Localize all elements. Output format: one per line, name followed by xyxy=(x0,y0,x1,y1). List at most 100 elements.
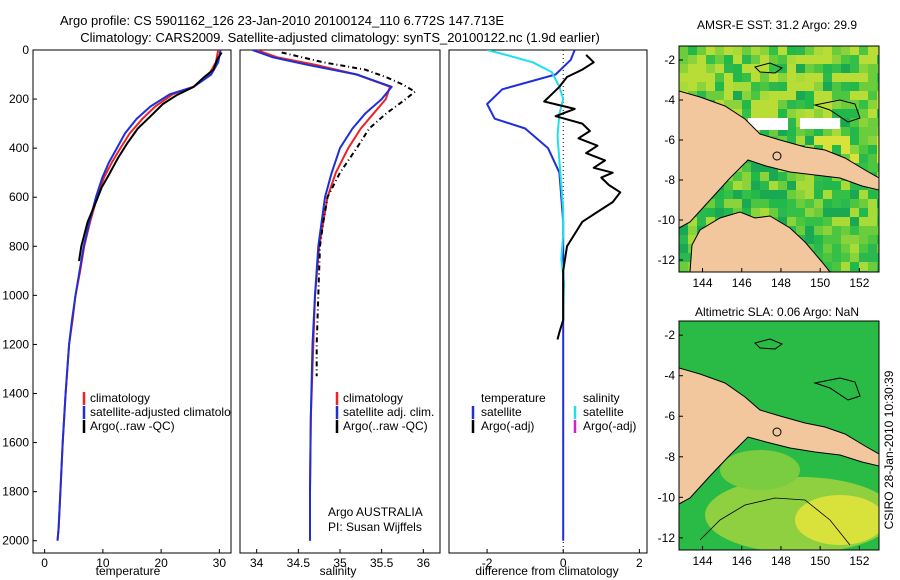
sst-cell xyxy=(715,208,724,217)
sst-cell xyxy=(841,136,850,145)
sst-cell xyxy=(877,244,879,253)
sst-cell xyxy=(841,226,850,235)
sst-cell xyxy=(814,136,823,145)
sst-cell xyxy=(751,199,760,208)
legend-climatology: climatology xyxy=(90,391,150,405)
sst-cell xyxy=(859,73,868,82)
lat-tick-label: -4 xyxy=(664,93,675,107)
sst-cell xyxy=(859,109,868,118)
sst-cell xyxy=(805,46,814,55)
sst-cell xyxy=(778,82,787,91)
sst-cell xyxy=(742,91,751,100)
sst-cell xyxy=(832,127,841,136)
sst-cell xyxy=(868,163,877,172)
lat-tick-label: -8 xyxy=(664,173,675,187)
y-tick-label: 800 xyxy=(9,239,29,253)
sst-cell xyxy=(724,190,733,199)
sst-cell xyxy=(832,100,841,109)
sst-cell xyxy=(850,235,859,244)
sst-cell xyxy=(850,199,859,208)
series-line-argo-raw-qc- xyxy=(78,51,223,262)
sst-cell xyxy=(850,46,859,55)
sst-cell xyxy=(715,55,724,64)
sst-cell xyxy=(742,181,751,190)
sst-cell xyxy=(724,208,733,217)
sst-cell xyxy=(823,91,832,100)
sst-cell xyxy=(859,208,868,217)
sst-cell xyxy=(679,253,688,262)
sst-cell xyxy=(751,100,760,109)
sst-cell xyxy=(805,172,814,181)
sst-cell xyxy=(832,181,841,190)
sst-cell xyxy=(823,46,832,55)
sst-cell xyxy=(868,226,877,235)
sst-cell xyxy=(769,73,778,82)
lon-tick-label: 146 xyxy=(732,554,752,568)
sst-cell xyxy=(859,199,868,208)
sst-cell xyxy=(877,253,879,262)
sst-cell xyxy=(841,109,850,118)
sst-cell xyxy=(814,64,823,73)
sst-cell xyxy=(859,127,868,136)
sst-cell xyxy=(859,217,868,226)
sst-cell xyxy=(751,55,760,64)
sst-cell xyxy=(868,154,877,163)
lon-tick-label: 150 xyxy=(810,554,830,568)
sst-cell xyxy=(877,100,879,109)
sst-cell xyxy=(868,145,877,154)
sst-cell xyxy=(841,262,850,271)
sst-cell xyxy=(850,82,859,91)
sst-cell xyxy=(814,109,823,118)
sst-cell xyxy=(841,100,850,109)
sst-cell xyxy=(823,244,832,253)
difference-series xyxy=(486,50,622,541)
sst-cell xyxy=(787,181,796,190)
sst-cell xyxy=(688,82,697,91)
sst-cell xyxy=(796,64,805,73)
legend-sal-satellite: satellite xyxy=(583,405,624,419)
sst-cell xyxy=(877,199,879,208)
sst-cell xyxy=(706,199,715,208)
sst-cell xyxy=(859,253,868,262)
sst-cell xyxy=(787,46,796,55)
sst-cell xyxy=(778,64,787,73)
sst-cell xyxy=(796,100,805,109)
sst-cell xyxy=(706,208,715,217)
sst-cell xyxy=(724,73,733,82)
sst-cell xyxy=(715,190,724,199)
argo-position-marker xyxy=(772,151,782,161)
sst-cell xyxy=(823,55,832,64)
lat-tick-label: -12 xyxy=(658,253,676,267)
sst-cell xyxy=(679,262,688,271)
sst-cell xyxy=(724,199,733,208)
sst-cell xyxy=(850,244,859,253)
sst-cell xyxy=(832,217,841,226)
lat-tick-label: -12 xyxy=(658,531,676,545)
sst-cell xyxy=(841,73,850,82)
sst-cell xyxy=(706,82,715,91)
sst-cell xyxy=(832,136,841,145)
sst-missing-data xyxy=(800,118,840,129)
sst-cell xyxy=(841,199,850,208)
sst-cell xyxy=(760,82,769,91)
series-line-temperature-argo-adj- xyxy=(543,54,622,340)
sst-cell xyxy=(832,235,841,244)
sst-cell xyxy=(778,127,787,136)
sst-cell xyxy=(769,109,778,118)
sst-cell xyxy=(742,163,751,172)
sst-cell xyxy=(832,226,841,235)
sst-cell xyxy=(877,190,879,199)
sst-cell xyxy=(841,190,850,199)
sst-cell xyxy=(832,253,841,262)
sst-cell xyxy=(679,244,688,253)
sst-cell xyxy=(814,55,823,64)
sst-lat-labels: -2 -4 -6 -8 -10 -12 xyxy=(658,53,683,267)
sla-lat-labels: -2 -4 -6 -8 -10 -12 xyxy=(658,328,683,545)
sst-cell xyxy=(751,46,760,55)
sst-cell xyxy=(769,55,778,64)
sst-cell xyxy=(796,136,805,145)
sst-cell xyxy=(850,208,859,217)
sst-cell xyxy=(850,100,859,109)
sst-cell xyxy=(715,73,724,82)
sst-cell xyxy=(805,226,814,235)
